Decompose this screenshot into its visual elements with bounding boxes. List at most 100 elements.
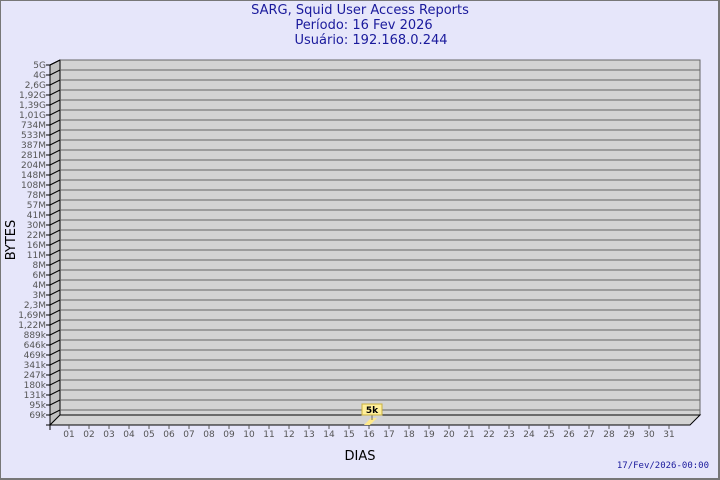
report-title: SARG, Squid User Access Reports: [251, 3, 469, 18]
wall-gridline: [49, 279, 61, 286]
y-tick-label: 1,01G: [19, 111, 46, 121]
wall-gridline: [49, 379, 61, 386]
y-tick-label: 1,92G: [19, 91, 46, 101]
y-tick-label: 341k: [24, 361, 47, 371]
wall-gridline: [49, 119, 61, 126]
y-tick-label: 8M: [33, 261, 47, 271]
y-tick-label: 108M: [21, 181, 46, 191]
x-tick-label: 09: [223, 430, 235, 440]
wall-gridline: [49, 269, 61, 276]
data-label-box: [361, 403, 383, 416]
x-tick-label: 02: [83, 430, 94, 440]
x-tick-label: 21: [463, 430, 474, 440]
x-tick-label: 05: [143, 430, 154, 440]
x-tick-label: 11: [263, 430, 274, 440]
x-tick-label: 29: [623, 430, 635, 440]
y-tick-label: 4M: [33, 281, 47, 291]
x-tick-label: 06: [163, 430, 175, 440]
plot-back-plane: [59, 59, 701, 416]
y-tick-label: 1,22M: [18, 321, 46, 331]
y-tick-label: 180k: [24, 381, 47, 391]
wall-gridline: [49, 229, 61, 236]
x-tick-label: 30: [643, 430, 655, 440]
wall-gridline: [49, 329, 61, 336]
wall-gridline: [49, 299, 61, 306]
y-tick-label: 2,6G: [25, 81, 46, 91]
y-tick-label: 30M: [27, 221, 46, 231]
y-tick-label: 646k: [24, 341, 47, 351]
x-tick-label: 16: [363, 430, 375, 440]
x-tick-label: 22: [483, 430, 494, 440]
x-tick-label: 19: [423, 430, 435, 440]
y-tick-label: 95k: [29, 401, 46, 411]
wall-gridline: [49, 339, 61, 346]
wall-gridline: [49, 79, 61, 86]
x-tick-label: 13: [303, 430, 314, 440]
wall-gridline: [49, 239, 61, 246]
report-period: Período: 16 Fev 2026: [295, 18, 433, 33]
wall-gridline: [49, 409, 61, 416]
y-tick-label: 1,39G: [19, 101, 46, 111]
x-tick-label: 28: [603, 430, 615, 440]
x-tick-label: 04: [123, 430, 135, 440]
y-tick-label: 281M: [21, 151, 46, 161]
wall-gridline: [49, 389, 61, 396]
wall-gridline: [49, 349, 61, 356]
bar-day-16: [364, 418, 377, 425]
y-axis-label: BYTES: [4, 220, 19, 261]
wall-gridline: [49, 219, 61, 226]
y-tick-label: 41M: [27, 211, 46, 221]
y-tick-label: 22M: [27, 231, 46, 241]
y-tick-label: 1,69M: [18, 311, 46, 321]
data-label: 5k: [366, 406, 379, 416]
y-tick-label: 5G: [33, 61, 46, 71]
wall-gridline: [49, 359, 61, 366]
generated-timestamp: 17/Fev/2026-00:00: [616, 461, 709, 471]
x-tick-label: 17: [383, 430, 394, 440]
x-tick-label: 20: [443, 430, 455, 440]
x-axis-label: DIAS: [345, 449, 376, 464]
y-tick-label: 131k: [24, 391, 47, 401]
x-tick-label: 07: [183, 430, 194, 440]
y-tick-label: 69k: [29, 411, 46, 421]
y-tick-label: 204M: [21, 161, 46, 171]
wall-gridline: [49, 129, 61, 136]
wall-gridline: [49, 309, 61, 316]
y-tick-label: 11M: [27, 251, 46, 261]
x-tick-label: 31: [663, 430, 674, 440]
wall-gridline: [49, 249, 61, 256]
wall-gridline: [49, 189, 61, 196]
wall-gridline: [49, 289, 61, 296]
wall-gridline: [49, 89, 61, 96]
wall-gridline: [49, 109, 61, 116]
x-tick-label: 10: [243, 430, 255, 440]
wall-gridline: [49, 179, 61, 186]
y-tick-label: 533M: [21, 131, 46, 141]
y-tick-label: 387M: [21, 141, 46, 151]
y-tick-label: 16M: [27, 241, 46, 251]
wall-gridline: [49, 69, 61, 76]
x-tick-label: 23: [503, 430, 514, 440]
wall-gridline: [49, 149, 61, 156]
wall-gridline: [49, 59, 61, 66]
x-tick-label: 25: [543, 430, 554, 440]
wall-gridline: [49, 209, 61, 216]
x-tick-label: 14: [323, 430, 335, 440]
y-tick-label: 148M: [21, 171, 46, 181]
wall-gridline: [49, 259, 61, 266]
y-tick-label: 6M: [33, 271, 47, 281]
x-tick-label: 08: [203, 430, 215, 440]
report-user: Usuário: 192.168.0.244: [294, 33, 448, 48]
x-tick-label: 24: [523, 430, 535, 440]
x-tick-label: 15: [343, 430, 354, 440]
y-tick-label: 2,3M: [24, 301, 46, 311]
wall-gridline: [49, 159, 61, 166]
x-tick-label: 12: [283, 430, 294, 440]
x-tick-label: 26: [563, 430, 575, 440]
y-tick-label: 57M: [27, 201, 46, 211]
wall-gridline: [49, 139, 61, 146]
y-tick-label: 4G: [33, 71, 46, 81]
x-tick-label: 18: [403, 430, 415, 440]
wall-gridline: [49, 369, 61, 376]
wall-gridline: [49, 99, 61, 106]
